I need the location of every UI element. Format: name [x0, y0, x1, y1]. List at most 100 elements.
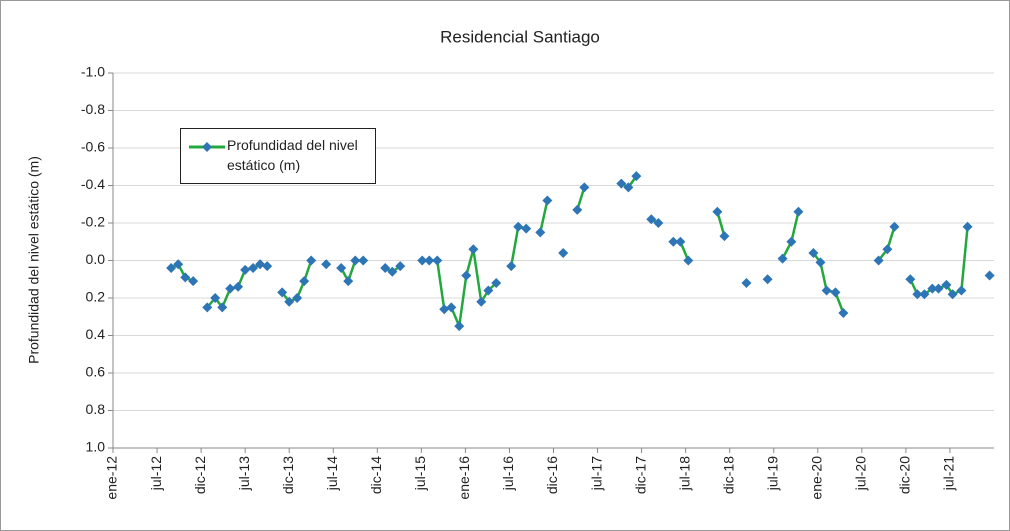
data-point	[623, 182, 634, 193]
data-point	[535, 227, 546, 238]
y-axis-label: Profundidad del nivel estático (m)	[26, 156, 42, 364]
data-point	[947, 289, 958, 300]
data-point	[830, 287, 841, 298]
data-point	[889, 221, 900, 232]
data-point	[483, 285, 494, 296]
data-point	[631, 171, 642, 182]
data-point	[741, 278, 752, 288]
data-point	[572, 204, 583, 215]
legend-swatch	[189, 142, 225, 152]
x-tick-label: jul-16	[500, 456, 516, 491]
data-point	[558, 248, 569, 258]
data-point	[343, 276, 354, 287]
data-point	[476, 296, 487, 307]
data-point	[962, 221, 973, 232]
data-point	[358, 255, 369, 266]
data-point	[284, 296, 295, 307]
y-tick-label: -0.8	[81, 101, 105, 117]
data-point	[712, 206, 723, 217]
data-point	[777, 253, 788, 264]
data-point	[321, 259, 332, 270]
data-point	[461, 270, 472, 281]
x-tick-label: ene-16	[456, 456, 472, 500]
data-point	[521, 223, 532, 234]
x-tick-label: dic-17	[632, 456, 648, 494]
x-tick-label: jul-14	[324, 456, 340, 491]
data-point	[912, 289, 923, 300]
y-tick-label: -1.0	[81, 64, 105, 80]
data-point	[217, 302, 228, 313]
data-point	[173, 259, 184, 270]
data-point	[793, 206, 804, 217]
y-tick-label: 1.0	[86, 439, 106, 455]
x-tick-label: dic-18	[720, 456, 736, 494]
data-point	[542, 195, 553, 206]
data-point	[513, 221, 524, 232]
data-point	[719, 231, 730, 242]
data-point	[240, 264, 251, 275]
y-tick-label: 0.0	[86, 251, 106, 267]
data-point	[927, 283, 938, 294]
data-point	[454, 321, 465, 332]
x-tick-label: jul-12	[148, 456, 164, 491]
data-point	[786, 236, 797, 247]
legend-label: Profundidad del nivel estático (m)	[227, 137, 358, 173]
data-point	[579, 182, 590, 193]
x-tick-label: jul-19	[764, 456, 780, 491]
data-point	[210, 293, 221, 303]
data-point	[668, 236, 679, 247]
y-tick-label: 0.2	[86, 289, 106, 305]
x-tick-label: dic-16	[544, 456, 560, 494]
data-point	[387, 266, 398, 277]
legend: Profundidad del nivel estático (m)	[180, 128, 376, 184]
data-point	[941, 279, 952, 290]
data-point	[166, 263, 177, 273]
x-tick-label: ene-12	[104, 456, 120, 500]
data-point	[299, 276, 310, 287]
x-tick-label: jul-13	[236, 456, 252, 491]
data-point	[506, 261, 517, 272]
y-tick-label: 0.4	[86, 326, 106, 342]
data-point	[446, 302, 457, 313]
data-point	[225, 283, 236, 294]
data-point	[180, 272, 191, 283]
data-point	[395, 261, 406, 272]
legend-marker	[202, 142, 212, 152]
data-point	[336, 263, 347, 273]
data-point	[984, 270, 995, 281]
data-point	[838, 308, 849, 318]
data-point	[873, 255, 884, 266]
data-point	[675, 236, 686, 247]
y-tick-label: -0.4	[81, 176, 105, 192]
data-point	[762, 274, 773, 285]
y-tick-label: -0.6	[81, 139, 105, 155]
data-point	[616, 178, 627, 189]
data-point	[683, 255, 694, 266]
data-point	[202, 302, 213, 313]
x-tick-label: dic-14	[368, 456, 384, 494]
data-point	[262, 261, 273, 272]
data-point	[248, 263, 259, 273]
y-tick-label: 0.8	[86, 401, 106, 417]
data-point	[882, 244, 893, 255]
data-point	[424, 255, 435, 266]
data-point	[468, 244, 479, 255]
data-point	[653, 218, 664, 228]
data-point	[277, 287, 288, 298]
data-point	[417, 255, 428, 266]
x-tick-label: jul-18	[676, 456, 692, 491]
x-tick-label: ene-20	[809, 456, 825, 500]
data-point	[188, 276, 199, 287]
y-tick-label: 0.6	[86, 364, 106, 380]
data-point	[306, 255, 317, 266]
x-tick-label: dic-20	[897, 456, 913, 494]
x-tick-label: dic-13	[280, 456, 296, 494]
chart-title: Residencial Santiago	[440, 27, 600, 46]
data-point	[821, 285, 832, 296]
data-point	[380, 263, 391, 273]
x-tick-label: jul-15	[412, 456, 428, 491]
x-tick-label: jul-21	[941, 456, 957, 491]
data-point	[905, 274, 916, 285]
